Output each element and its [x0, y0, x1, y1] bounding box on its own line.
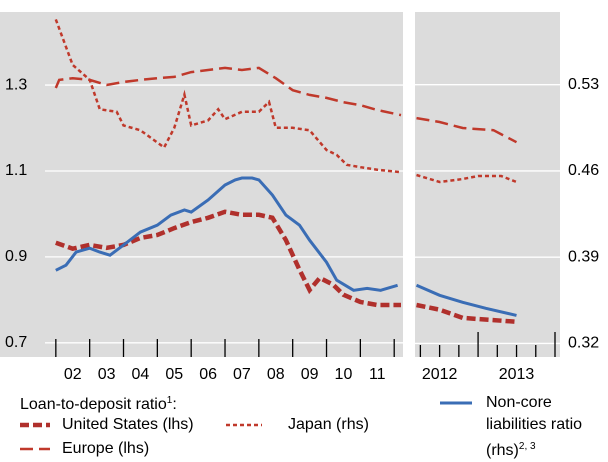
legend-note: 2, 3: [518, 441, 536, 452]
series-line: [55, 209, 401, 308]
legend-entry: Non-core liabilities ratio (rhs)2, 3: [486, 392, 586, 462]
series-line: [54, 66, 402, 117]
y-tick-label: 0.9: [5, 248, 27, 265]
legend-title-end: :: [172, 396, 177, 413]
x-tick-label: 02: [64, 366, 82, 383]
legend-label: United States (lhs): [62, 416, 194, 433]
series-line: [54, 18, 402, 174]
legend-label: Europe (lhs): [62, 440, 150, 457]
x-tick-label: 2012: [422, 366, 458, 383]
x-tick-label: 2013: [499, 366, 535, 383]
x-tick-label: 09: [301, 366, 319, 383]
y-tick-label: 1.1: [5, 162, 27, 179]
legend-lines: [20, 401, 472, 451]
x-tick-label: 11: [369, 366, 386, 383]
x-tick-label: 03: [98, 366, 116, 383]
y2-tick-label: 0.32: [568, 335, 599, 352]
series-line: [55, 176, 399, 292]
series-line: [416, 116, 518, 144]
legend-label: Japan (rhs): [288, 416, 369, 433]
x-tick-label: 07: [233, 366, 251, 383]
panel-left: [0, 12, 403, 357]
y-tick-label: 1.3: [5, 76, 27, 93]
x-tick-label: 10: [335, 366, 353, 383]
panel-right: [415, 12, 560, 357]
legend-label: Non-core liabilities ratio (rhs): [486, 394, 583, 459]
series-line: [415, 283, 517, 317]
x-tick-label: 06: [199, 366, 217, 383]
y2-tick-label: 0.39: [568, 248, 599, 265]
x-tick-label: 04: [132, 366, 150, 383]
legend-title-note: 1: [166, 395, 173, 406]
legend-title-text: Loan-to-deposit ratio: [20, 396, 167, 413]
legend-title: Loan-to-deposit ratio1:: [20, 390, 177, 416]
y-tick-label: 0.7: [5, 334, 27, 351]
x-tick-label: 05: [165, 366, 183, 383]
y2-tick-label: 0.46: [568, 162, 599, 179]
x-tick-label: 08: [267, 366, 285, 383]
y2-tick-label: 0.53: [568, 76, 599, 93]
series-line: [416, 302, 517, 325]
